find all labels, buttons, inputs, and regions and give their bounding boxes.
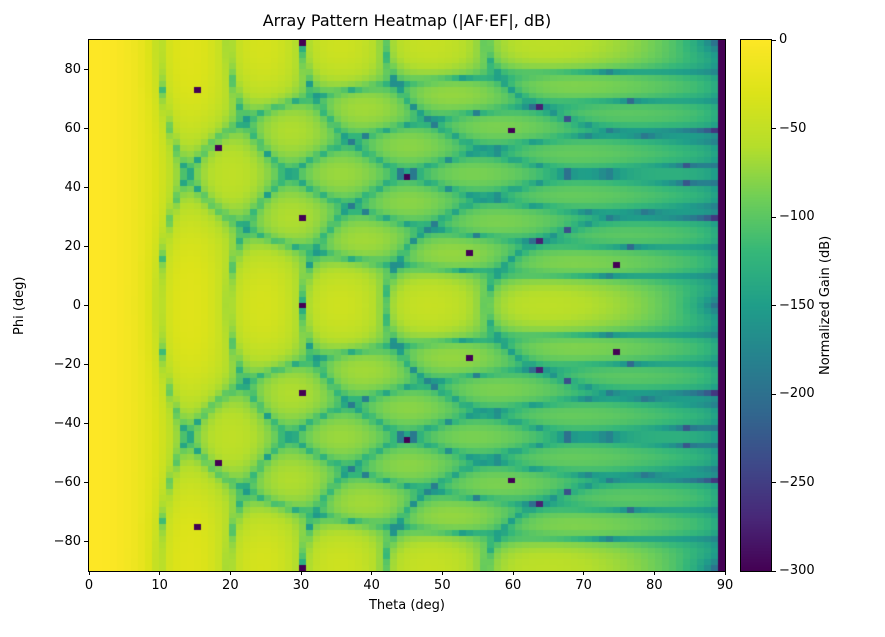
y-tick-mark: [84, 187, 88, 188]
colorbar-tick-mark: [772, 216, 776, 218]
heatmap-canvas: [88, 39, 726, 572]
x-tick-mark: [512, 571, 514, 575]
x-tick-mark: [371, 571, 373, 575]
colorbar-tick-label: −250: [779, 474, 815, 490]
colorbar-label: Normalized Gain (dB): [818, 235, 833, 376]
x-tick-label: 30: [292, 578, 310, 593]
x-tick-mark: [583, 571, 585, 575]
colorbar-tick-mark: [772, 482, 776, 483]
x-tick-mark: [229, 571, 231, 575]
x-tick-label: 0: [84, 578, 94, 593]
x-tick-mark: [88, 571, 90, 575]
y-tick-mark: [84, 364, 88, 365]
y-axis-label: Phi (deg): [12, 276, 27, 335]
colorbar-tick-label: −50: [779, 120, 807, 136]
x-tick-mark: [159, 571, 161, 575]
y-tick-label: 0: [72, 297, 81, 313]
y-tick-mark: [84, 69, 88, 70]
colorbar-tick-mark: [772, 128, 776, 129]
x-tick-label: 50: [434, 578, 451, 593]
x-tick-label: 10: [151, 578, 168, 593]
y-tick-mark: [84, 541, 88, 542]
y-tick-mark: [84, 482, 88, 483]
colorbar-tick-label: 0: [779, 32, 788, 47]
x-tick-label: 70: [575, 578, 592, 593]
y-tick-mark: [84, 128, 88, 129]
x-tick-label: 20: [222, 578, 239, 593]
y-tick-label: 80: [64, 61, 81, 77]
colorbar-tick-mark: [772, 570, 776, 572]
colorbar-tick-mark: [772, 305, 776, 306]
y-tick-label: 60: [64, 120, 81, 136]
x-axis-label: Theta (deg): [368, 598, 446, 613]
y-tick-mark: [84, 423, 88, 424]
chart-title: Array Pattern Heatmap (|AF·EF|, dB): [262, 11, 552, 30]
colorbar-tick-label: −300: [779, 563, 815, 578]
x-tick-label: 40: [363, 578, 380, 593]
y-tick-label: 40: [64, 179, 81, 195]
colorbar-tick-label: −100: [779, 209, 815, 224]
y-tick-mark: [84, 305, 88, 306]
colorbar-tick-label: −150: [779, 297, 815, 313]
colorbar-tick-label: −200: [779, 386, 815, 401]
y-tick-label: 20: [64, 238, 81, 254]
x-tick-label: 90: [716, 578, 734, 593]
y-tick-label: −80: [53, 533, 81, 549]
colorbar-tick-mark: [772, 39, 776, 41]
y-tick-label: −20: [53, 356, 81, 372]
y-tick-mark: [84, 246, 88, 247]
y-tick-label: −60: [53, 474, 81, 490]
x-tick-mark: [300, 571, 302, 575]
colorbar-tick-mark: [772, 393, 776, 395]
x-tick-label: 60: [504, 578, 522, 593]
x-tick-mark: [653, 571, 655, 575]
x-tick-mark: [724, 571, 726, 575]
x-tick-mark: [441, 571, 443, 575]
x-tick-label: 80: [646, 578, 663, 593]
y-tick-label: −40: [53, 415, 81, 431]
colorbar-canvas: [740, 39, 772, 572]
